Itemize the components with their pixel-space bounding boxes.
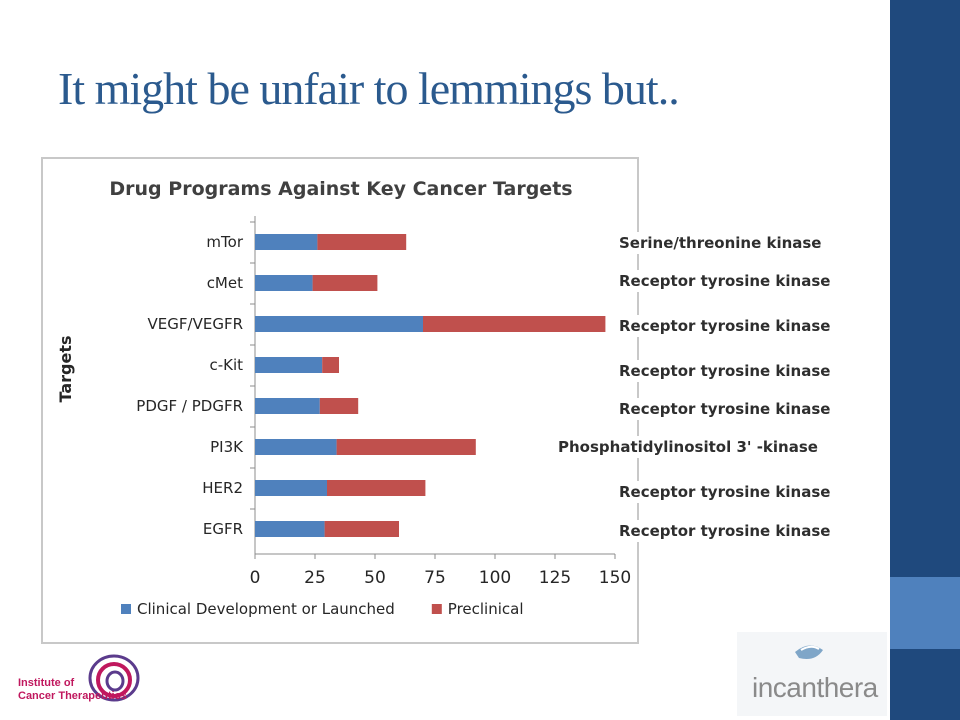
target-class-label: Receptor tyrosine kinase	[615, 520, 835, 542]
bar-preclinical	[317, 234, 407, 250]
x-tick-label: 75	[424, 568, 446, 588]
bar-clinical	[255, 439, 337, 455]
chart-container: Drug Programs Against Key Cancer Targets…	[41, 157, 639, 644]
incanthera-logo-text: incanthera	[752, 672, 878, 703]
bar-preclinical	[312, 275, 378, 291]
x-tick-label: 125	[539, 568, 571, 588]
legend-swatch-preclinical	[431, 604, 442, 614]
chart-title: Drug Programs Against Key Cancer Targets	[109, 178, 572, 200]
x-tick-label: 0	[250, 568, 261, 588]
target-class-label: Receptor tyrosine kinase	[615, 360, 835, 382]
target-class-label: Receptor tyrosine kinase	[615, 270, 835, 292]
target-class-label: Receptor tyrosine kinase	[615, 315, 835, 337]
y-tick-label: HER2	[202, 479, 243, 497]
x-tick-label: 25	[304, 568, 326, 588]
incanthera-logo	[737, 632, 887, 716]
side-bar-accent	[890, 577, 960, 649]
icr-logo-text: Institute of Cancer Therapeutics	[18, 677, 127, 703]
bar-preclinical	[336, 439, 476, 455]
x-tick-label: 50	[364, 568, 386, 588]
x-tick-label: 150	[599, 568, 631, 588]
target-class-label: Serine/threonine kinase	[615, 232, 826, 254]
bar-clinical	[255, 275, 313, 291]
y-tick-label: PI3K	[210, 438, 244, 456]
side-bar-top	[890, 0, 960, 577]
bar-clinical	[255, 234, 318, 250]
y-axis-label: Targets	[56, 335, 75, 402]
x-tick-label: 100	[479, 568, 511, 588]
y-tick-label: cMet	[207, 274, 243, 292]
bar-clinical	[255, 480, 327, 496]
y-tick-label: mTor	[206, 233, 243, 251]
bar-clinical	[255, 398, 320, 414]
y-tick-label: PDGF / PDGFR	[136, 397, 243, 415]
icr-logo-line-1: Institute of	[18, 677, 75, 689]
icr-logo-line-2: Cancer Therapeutics	[18, 690, 127, 702]
legend-label-clinical: Clinical Development or Launched	[137, 600, 395, 618]
slide-title: It might be unfair to lemmings but..	[58, 63, 680, 114]
legend-label-preclinical: Preclinical	[448, 600, 524, 618]
target-class-label: Receptor tyrosine kinase	[615, 398, 835, 420]
bar-clinical	[255, 521, 325, 537]
y-tick-label: VEGF/VEGFR	[148, 315, 243, 333]
incanthera-wave-icon	[795, 645, 823, 659]
bar-clinical	[255, 316, 423, 332]
bar-preclinical	[423, 316, 606, 332]
icr-logo-rings-icon	[88, 654, 140, 702]
bar-preclinical	[327, 480, 426, 496]
y-tick-label: EGFR	[203, 520, 243, 538]
side-bar-bottom	[890, 649, 960, 720]
target-class-label: Receptor tyrosine kinase	[615, 481, 835, 503]
bar-clinical	[255, 357, 323, 373]
target-class-label: Phosphatidylinositol 3' -kinase	[554, 436, 822, 458]
y-tick-label: c-Kit	[209, 356, 243, 374]
bar-preclinical	[322, 357, 339, 373]
bar-chart: Drug Programs Against Key Cancer Targets…	[56, 178, 631, 618]
bar-preclinical	[324, 521, 399, 537]
icr-logo	[88, 654, 140, 702]
legend-swatch-clinical	[121, 604, 131, 614]
bar-preclinical	[319, 398, 359, 414]
